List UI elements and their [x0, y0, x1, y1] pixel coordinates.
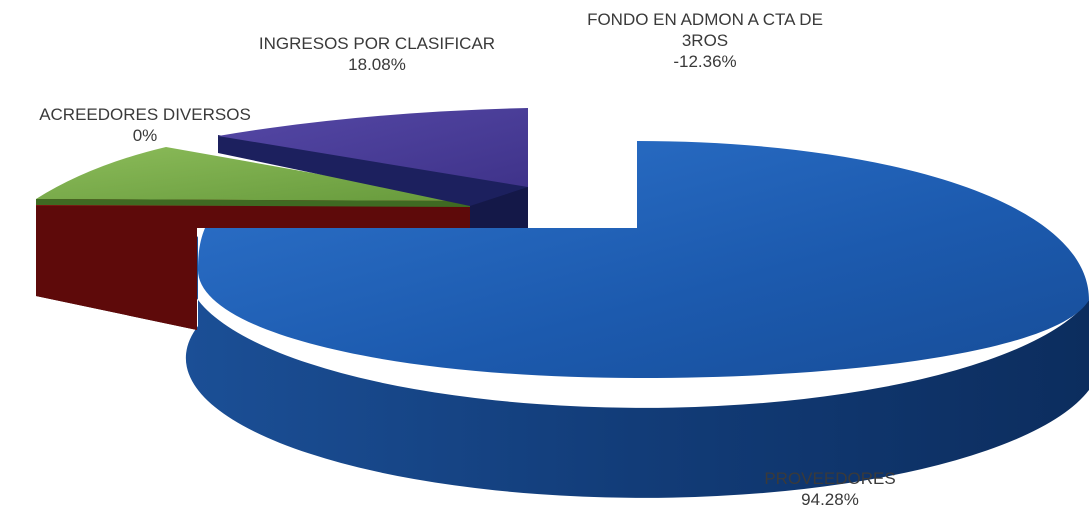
- slice-acreedores-green-edge: [36, 199, 470, 207]
- label-ingresos-value: 18.08%: [348, 55, 406, 74]
- label-fondo-name-line2: 3ROS: [681, 31, 729, 50]
- label-proveedores-value: 94.28%: [801, 490, 859, 509]
- label-fondo-en-admon: FONDO EN ADMON A CTA DE 3ROS -12.36%: [525, 9, 885, 72]
- slice-proveedores-side: [185, 236, 1089, 498]
- label-acreedores-diversos: ACREEDORES DIVERSOS 0%: [0, 104, 290, 146]
- slice-ingresos-side: [218, 135, 528, 228]
- label-ingresos-por-clasificar: INGRESOS POR CLASIFICAR 18.08%: [222, 33, 532, 75]
- slice-acreedores-red-front: [36, 205, 470, 330]
- slice-ingresos-front: [470, 187, 528, 228]
- slice-ingresos-top: [218, 108, 528, 187]
- label-proveedores-name: PROVEEDORES: [764, 469, 896, 488]
- label-ingresos-name: INGRESOS POR CLASIFICAR: [258, 34, 496, 53]
- label-acreedores-value: 0%: [132, 126, 158, 145]
- label-acreedores-name: ACREEDORES DIVERSOS: [39, 105, 251, 124]
- slice-acreedores-green-top: [36, 147, 470, 201]
- label-fondo-value: -12.36%: [673, 52, 737, 71]
- slice-proveedores-top: [198, 141, 1089, 378]
- label-proveedores: PROVEEDORES 94.28%: [720, 468, 940, 510]
- label-fondo-name-line1: FONDO EN ADMON A CTA DE: [587, 10, 823, 29]
